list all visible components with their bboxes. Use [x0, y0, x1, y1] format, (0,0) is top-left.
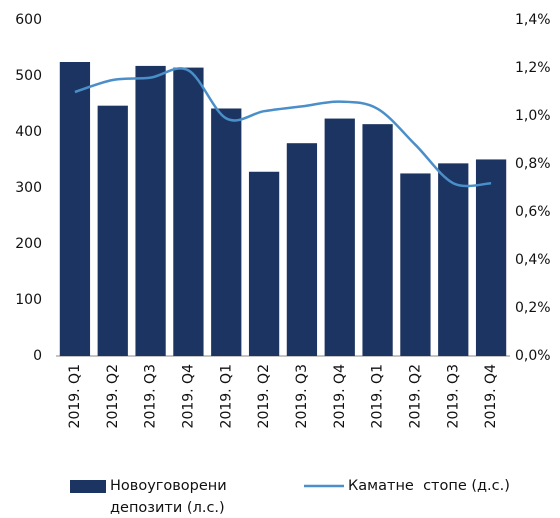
x-tick-label: 2019. Q4: [483, 364, 499, 429]
y2-tick-label: 0,2%: [515, 300, 551, 316]
bar: [475, 159, 507, 356]
y-tick-label: 0: [33, 348, 42, 364]
x-tick-label: 2019. Q2: [407, 364, 423, 428]
bar: [286, 143, 318, 356]
legend-label: Каматне стопе (д.с.): [348, 478, 510, 494]
y2-tick-label: 0,6%: [515, 204, 551, 220]
bar: [324, 118, 355, 356]
y2-tick-label: 0,4%: [515, 252, 551, 268]
legend-swatch: [70, 480, 106, 493]
bar: [400, 173, 431, 356]
bar: [211, 108, 242, 356]
y-tick-label: 400: [15, 124, 42, 140]
y-tick-label: 600: [15, 12, 42, 28]
y-tick-label: 200: [15, 236, 42, 252]
bar: [438, 163, 469, 356]
x-tick-label: 2019. Q4: [332, 364, 348, 429]
x-tick-label: 2019. Q1: [218, 364, 234, 428]
line: [74, 67, 492, 188]
x-tick-label: 2019. Q3: [294, 364, 310, 428]
bar: [248, 171, 280, 356]
bar: [135, 65, 166, 357]
x-tick-label: 2019. Q2: [256, 364, 272, 428]
y2-tick-label: 1,2%: [515, 60, 551, 76]
y-tick-label: 500: [15, 68, 42, 84]
bar: [362, 124, 393, 356]
x-tick-label: 2019. Q4: [180, 364, 196, 429]
bar: [97, 105, 128, 357]
x-tick-label: 2019. Q3: [445, 364, 461, 428]
x-tick-label: 2019. Q1: [370, 364, 386, 428]
bar: [173, 67, 204, 356]
y-tick-label: 100: [15, 292, 42, 308]
x-tick-label: 2019. Q3: [143, 364, 159, 428]
y2-tick-label: 0,0%: [515, 348, 551, 364]
x-tick-label: 2019. Q1: [67, 364, 83, 428]
bar: [59, 62, 91, 356]
y2-tick-label: 1,0%: [515, 108, 551, 124]
y2-tick-label: 1,4%: [515, 12, 551, 28]
y2-tick-label: 0,8%: [515, 156, 551, 172]
y-tick-label: 300: [15, 180, 42, 196]
x-tick-label: 2019. Q2: [105, 364, 121, 428]
legend-label: Новоуговорени депозити (л.с.): [110, 478, 227, 516]
